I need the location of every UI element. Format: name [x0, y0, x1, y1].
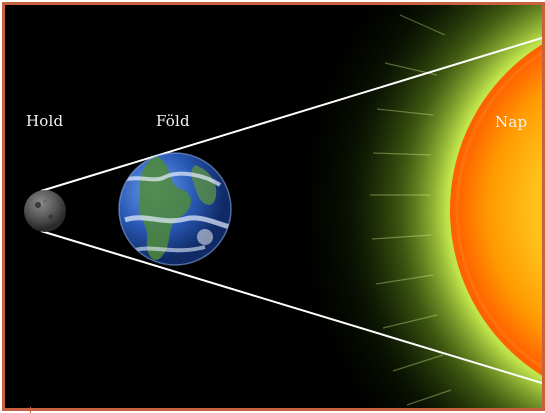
moon: [24, 190, 66, 232]
sun-label: Nap: [495, 113, 528, 131]
earth-label: Föld: [156, 112, 190, 130]
moon-label: Hold: [26, 112, 64, 130]
sun-rays: [370, 14, 452, 406]
sun: [450, 44, 542, 376]
shadow-line-bottom: [40, 230, 542, 384]
eclipse-diagram: [24, 5, 542, 408]
shadow-line-top: [40, 37, 542, 192]
frame-tick-mark: [30, 407, 31, 413]
earth: [118, 152, 232, 266]
